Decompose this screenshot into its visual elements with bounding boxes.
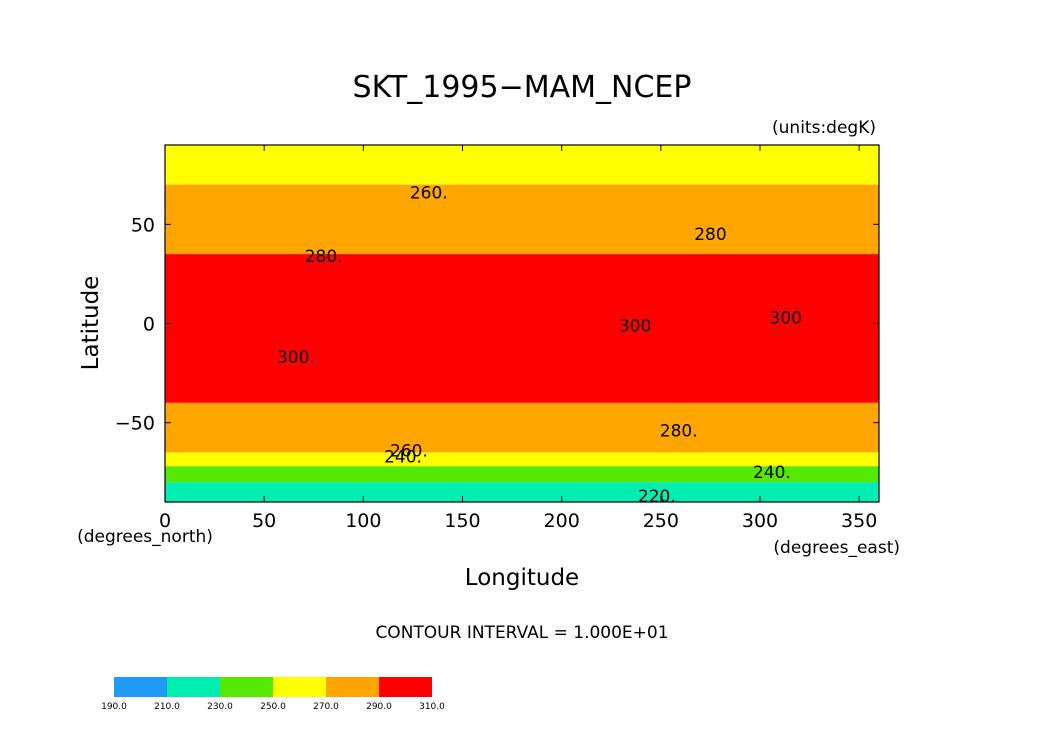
temperature-band bbox=[165, 452, 879, 467]
y-tick-label: −50 bbox=[115, 413, 155, 435]
x-axis-ticks: 0 50 100 150 200 250 300 350 bbox=[159, 145, 877, 532]
contour-label: 300 bbox=[619, 316, 651, 336]
contour-label: 260. bbox=[410, 184, 448, 204]
colorbar-level-label: 210.0 bbox=[154, 702, 180, 712]
colorbar-swatch bbox=[220, 677, 273, 697]
colorbar-level-label: 310.0 bbox=[419, 702, 445, 712]
contour-label: 280. bbox=[305, 247, 343, 267]
units-label: (units:degK) bbox=[772, 118, 876, 138]
contour-interval: CONTOUR INTERVAL = 1.000E+01 bbox=[375, 623, 668, 643]
temperature-band bbox=[165, 184, 879, 255]
contour-label: 260. bbox=[390, 441, 428, 461]
x-tick-label: 150 bbox=[444, 510, 480, 532]
y-unit-label: (degrees_north) bbox=[77, 527, 213, 547]
contour-label: 280 bbox=[694, 225, 726, 245]
x-tick-label: 200 bbox=[544, 510, 580, 532]
colorbar-level-label: 250.0 bbox=[260, 702, 286, 712]
contour-label: 300. bbox=[277, 348, 315, 368]
colorbar-level-label: 190.0 bbox=[101, 702, 127, 712]
colorbar-swatch bbox=[379, 677, 432, 697]
color-bar: 190.0 210.0 230.0 250.0 270.0 290.0 310.0 bbox=[101, 677, 445, 712]
x-unit-label: (degrees_east) bbox=[773, 538, 900, 558]
x-tick-label: 350 bbox=[841, 510, 877, 532]
chart-title: SKT_1995−MAM_NCEP bbox=[353, 70, 692, 105]
y-axis-ticks: −50 0 50 bbox=[115, 214, 879, 435]
contour-label: 280. bbox=[660, 422, 698, 442]
x-tick-label: 50 bbox=[252, 510, 276, 532]
colorbar-swatch bbox=[114, 677, 167, 697]
contour-label: 220. bbox=[638, 487, 676, 507]
x-tick-label: 0 bbox=[159, 510, 171, 532]
colorbar-swatch bbox=[326, 677, 379, 697]
x-axis-label: Longitude bbox=[465, 565, 579, 591]
y-tick-label: 0 bbox=[143, 314, 155, 336]
contour-label: 240. bbox=[753, 463, 791, 483]
x-tick-label: 250 bbox=[643, 510, 679, 532]
temperature-band bbox=[165, 254, 879, 403]
colorbar-level-label: 230.0 bbox=[207, 702, 233, 712]
temperature-band bbox=[165, 402, 879, 453]
y-axis-label: Latitude bbox=[78, 276, 104, 371]
contour-label: 240. bbox=[384, 447, 422, 467]
colorbar-swatch bbox=[273, 677, 326, 697]
x-tick-label: 300 bbox=[742, 510, 778, 532]
colorbar-swatch bbox=[167, 677, 220, 697]
temperature-band bbox=[165, 482, 879, 502]
temperature-band bbox=[165, 466, 879, 483]
contour-label: 300 bbox=[770, 309, 802, 329]
x-tick-label: 100 bbox=[345, 510, 381, 532]
temperature-band bbox=[165, 145, 879, 185]
colorbar-level-label: 270.0 bbox=[313, 702, 339, 712]
y-tick-label: 50 bbox=[131, 214, 155, 236]
colorbar-level-label: 290.0 bbox=[366, 702, 392, 712]
